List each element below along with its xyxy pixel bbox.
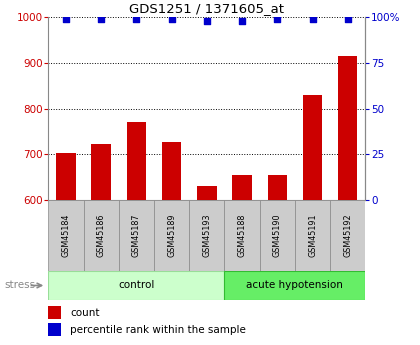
- Point: [203, 18, 210, 24]
- Text: count: count: [71, 308, 100, 317]
- Bar: [189, 200, 224, 271]
- Bar: [119, 200, 154, 271]
- Bar: [232, 175, 252, 200]
- Title: GDS1251 / 1371605_at: GDS1251 / 1371605_at: [129, 2, 284, 15]
- Text: acute hypotension: acute hypotension: [247, 280, 344, 290]
- Bar: [268, 175, 287, 200]
- Text: GSM45193: GSM45193: [202, 214, 211, 257]
- Point: [98, 16, 105, 22]
- Text: GSM45190: GSM45190: [273, 214, 282, 257]
- Text: GSM45188: GSM45188: [238, 214, 247, 257]
- Bar: [224, 200, 260, 271]
- Text: GSM45184: GSM45184: [61, 214, 71, 257]
- Text: GSM45187: GSM45187: [132, 214, 141, 257]
- Bar: [162, 142, 181, 200]
- Text: GSM45192: GSM45192: [343, 214, 352, 257]
- Point: [274, 16, 281, 22]
- Bar: [154, 200, 189, 271]
- Text: GSM45189: GSM45189: [167, 214, 176, 257]
- Point: [239, 18, 245, 24]
- Bar: [56, 153, 76, 200]
- Point: [133, 16, 140, 22]
- Bar: [224, 271, 365, 300]
- Text: GSM45186: GSM45186: [97, 214, 106, 257]
- Point: [344, 16, 351, 22]
- Bar: [48, 323, 61, 336]
- Point: [309, 16, 316, 22]
- Bar: [197, 186, 217, 200]
- Text: GSM45191: GSM45191: [308, 214, 317, 257]
- Bar: [295, 200, 330, 271]
- Text: stress: stress: [4, 280, 35, 290]
- Bar: [84, 200, 119, 271]
- Bar: [303, 95, 322, 200]
- Bar: [260, 200, 295, 271]
- Bar: [338, 56, 357, 200]
- Bar: [48, 306, 61, 319]
- Bar: [48, 200, 84, 271]
- Text: control: control: [118, 280, 155, 290]
- Bar: [48, 271, 224, 300]
- Point: [168, 16, 175, 22]
- Bar: [92, 144, 111, 200]
- Point: [63, 16, 69, 22]
- Text: percentile rank within the sample: percentile rank within the sample: [71, 325, 247, 335]
- Bar: [330, 200, 365, 271]
- Bar: [127, 122, 146, 200]
